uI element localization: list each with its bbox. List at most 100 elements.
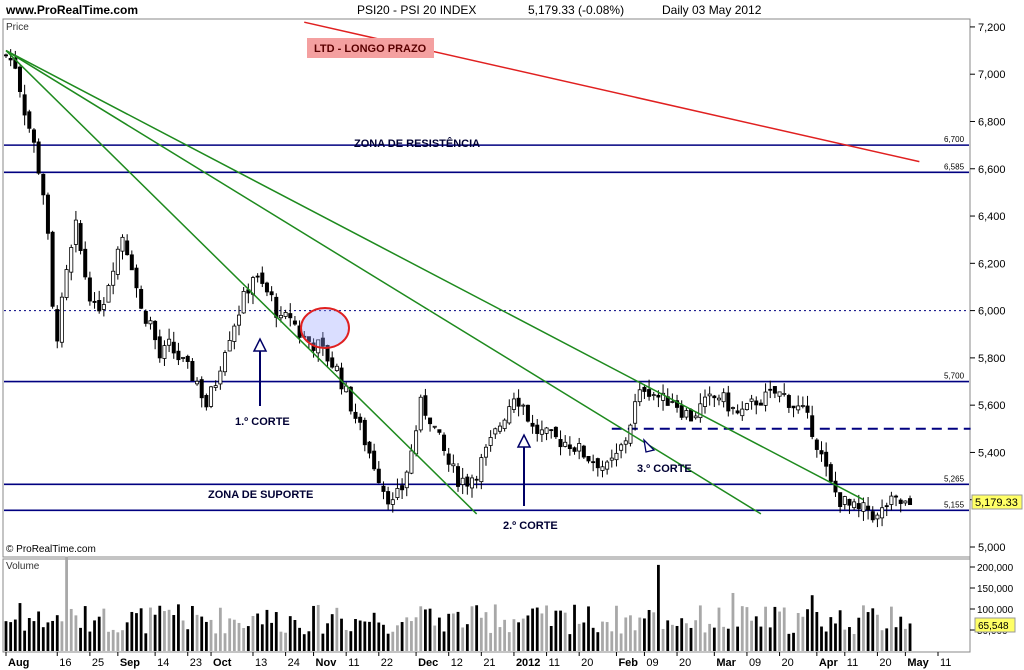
volume-bar <box>242 628 246 651</box>
candle-body <box>209 386 214 407</box>
price-axis: 5,0005,2005,4005,6005,8006,0006,2006,400… <box>970 22 1006 554</box>
candle-body <box>376 468 381 484</box>
volume-bar <box>149 607 152 651</box>
volume-bar <box>102 608 106 651</box>
volume-bar <box>428 608 432 651</box>
volume-bar <box>274 612 278 651</box>
candle-body <box>115 248 120 275</box>
volume-bar <box>577 623 581 651</box>
volume-bar <box>200 616 204 651</box>
candle-body <box>204 395 209 408</box>
volume-bar <box>88 631 92 651</box>
volume-bar <box>288 616 292 651</box>
time-tick-label: 11 <box>549 657 560 669</box>
candle-body <box>432 425 437 428</box>
volume-bar <box>787 633 791 651</box>
volume-bar <box>517 622 520 651</box>
candle-body <box>758 402 763 406</box>
volume-bar <box>396 625 399 651</box>
candle-body <box>22 94 27 116</box>
volume-bar <box>163 611 166 651</box>
volume-bar <box>610 631 614 651</box>
volume-bar <box>657 564 660 651</box>
volume-bar <box>661 628 665 651</box>
candle-body <box>749 398 754 402</box>
volume-bar <box>554 610 558 651</box>
candle-body <box>558 439 563 448</box>
candle-body <box>111 270 116 286</box>
candle-body <box>786 395 791 408</box>
volume-bar <box>265 609 269 651</box>
volume-bar <box>535 607 539 651</box>
ltd-label-box <box>307 38 434 58</box>
candle-body <box>586 456 591 462</box>
candle-body <box>698 403 703 419</box>
candle-body <box>395 488 400 498</box>
candle-body <box>64 269 69 298</box>
candle-body <box>889 495 894 505</box>
volume-bar <box>410 621 413 651</box>
candle-body <box>428 417 433 425</box>
volume-bar <box>726 628 730 651</box>
candle-body <box>13 57 18 69</box>
candle-body <box>348 386 353 412</box>
volume-bar <box>675 625 679 651</box>
level-label: 6,700 <box>944 135 965 144</box>
candle-body <box>824 451 829 467</box>
time-tick-label: 24 <box>288 657 300 669</box>
volume-bar <box>27 618 31 651</box>
volume-bar <box>167 609 171 651</box>
candle-body <box>157 336 162 359</box>
volume-bar <box>703 632 707 651</box>
candle-body <box>852 501 857 509</box>
volume-bar <box>55 615 59 651</box>
volume-bar <box>876 614 879 651</box>
candle-body <box>684 410 689 418</box>
price-tick-label: 6,800 <box>978 116 1006 128</box>
last-quote: 5,179.33 (-0.08%) <box>528 3 624 17</box>
volume-bar <box>251 615 255 651</box>
first-cut-label: 1.º CORTE <box>235 416 290 428</box>
volume-bar <box>857 617 861 651</box>
third-cut-label: 3.º CORTE <box>637 463 692 475</box>
time-tick-label: 09 <box>749 657 761 669</box>
volume-bar <box>647 609 651 651</box>
volume-bar <box>512 619 516 651</box>
candle-body <box>227 340 232 352</box>
candle-body <box>502 419 507 429</box>
second-cut-label: 2.º CORTE <box>503 520 558 532</box>
volume-bar <box>93 620 96 651</box>
volume-bar <box>181 620 185 651</box>
volume-bar <box>507 632 511 651</box>
candle-body <box>497 425 502 432</box>
volume-bar <box>405 617 409 651</box>
candle-body <box>31 129 36 143</box>
volume-bar <box>712 627 716 651</box>
candle-body <box>36 141 41 174</box>
candle-body <box>162 345 167 359</box>
volume-bar <box>79 627 82 651</box>
volume-bar <box>335 607 339 651</box>
candle-body <box>255 275 260 278</box>
volume-bar <box>307 631 311 651</box>
time-tick-label: 13 <box>255 657 267 669</box>
volume-bar <box>643 618 646 651</box>
candle-body <box>390 499 395 505</box>
volume-bar <box>4 621 8 651</box>
candle-body <box>213 385 218 388</box>
volume-bar <box>899 616 903 651</box>
volume-bar <box>587 606 590 651</box>
candle-body <box>605 461 610 470</box>
volume-bars <box>4 556 912 651</box>
volume-bar <box>908 623 912 651</box>
volume-bar <box>260 624 264 651</box>
volume-bar <box>442 631 446 651</box>
candle-body <box>880 507 885 519</box>
candle-body <box>223 352 228 373</box>
volume-bar <box>419 606 423 651</box>
candle-body <box>442 434 447 452</box>
volume-bar <box>717 607 721 651</box>
volume-bar <box>759 626 763 651</box>
candle-body <box>45 194 50 234</box>
